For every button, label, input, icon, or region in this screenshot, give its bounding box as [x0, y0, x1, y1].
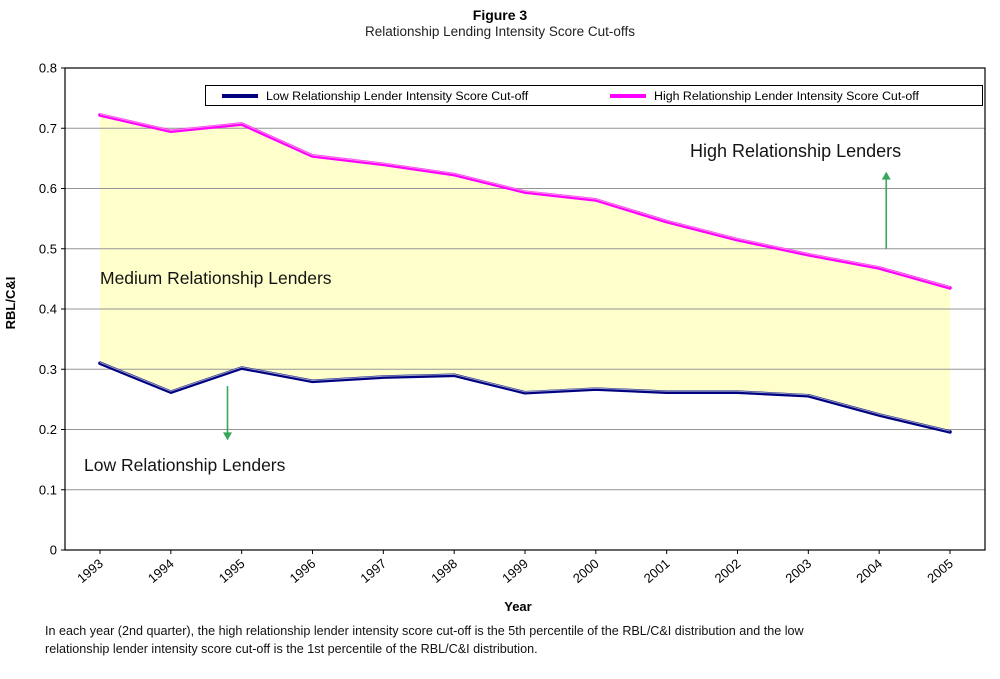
legend-swatch-low-series: [222, 93, 258, 98]
x-tick-label: 2003: [782, 556, 814, 586]
y-tick-label: 0.4: [39, 302, 57, 317]
legend-label-low-series: Low Relationship Lender Intensity Score …: [266, 88, 529, 103]
x-axis-title: Year: [504, 599, 531, 614]
y-tick-label: 0.7: [39, 121, 57, 136]
y-tick-label: 0.6: [39, 181, 57, 196]
figure-title: Figure 3: [472, 7, 528, 23]
high-cutoff-line: [98, 113, 952, 290]
legend: Low Relationship Lender Intensity Score …: [205, 85, 983, 106]
high-cutoff-line-highlight: [99, 113, 951, 288]
legend-swatch-high-series: [610, 93, 646, 98]
x-tick-label: 2002: [712, 556, 744, 586]
x-tick-label: 1996: [287, 556, 319, 586]
low-cutoff-line: [98, 361, 952, 434]
x-tick-label: 2004: [853, 556, 885, 586]
annotation-high-relationship-lenders: High Relationship Lenders: [690, 141, 902, 161]
y-axis-title: RBL/C&I: [3, 277, 18, 330]
high-arrow-head: [881, 171, 891, 180]
legend-item-high: High Relationship Lender Intensity Score…: [594, 89, 982, 103]
x-tick-label: 1993: [74, 556, 106, 586]
x-tick-label: 1994: [145, 556, 177, 586]
x-tick-label: 1997: [357, 556, 389, 586]
y-tick-label: 0.5: [39, 241, 57, 256]
y-tick-label: 0.3: [39, 362, 57, 377]
low-arrow-head: [223, 432, 232, 441]
x-tick-label: 1999: [499, 556, 531, 586]
y-tick-label: 0.8: [39, 61, 57, 76]
chart-plot-area: 0 0.1 0.2 0.3 0.4 0.5 0.6 0.7 0.8 1993 1994 1995 199…: [39, 61, 986, 586]
x-tick-label: 1995: [216, 556, 248, 586]
medium-lenders-band: [100, 114, 950, 432]
footnote-line-1: In each year (2nd quarter), the high rel…: [45, 624, 804, 638]
annotation-low-relationship-lenders: Low Relationship Lenders: [84, 455, 286, 475]
footnote-line-2: relationship lender intensity score cut-…: [45, 642, 538, 657]
x-tick-label: 2005: [924, 556, 956, 586]
y-tick-label: 0.1: [39, 482, 57, 497]
legend-item-low: Low Relationship Lender Intensity Score …: [206, 89, 594, 103]
low-cutoff-line-highlight: [99, 361, 951, 432]
chart-svg: 0 0.1 0.2 0.3 0.4 0.5 0.6 0.7 0.8 1993 1994 1995 199…: [3, 61, 986, 614]
x-tick-label: 1998: [428, 556, 460, 586]
y-tick-label: 0.2: [39, 422, 57, 437]
legend-label-high-series: High Relationship Lender Intensity Score…: [654, 88, 919, 103]
footnote: In each year (2nd quarter), the high rel…: [45, 622, 804, 659]
figure-subtitle: Relationship Lending Intensity Score Cut…: [365, 24, 635, 39]
annotation-medium-relationship-lenders: Medium Relationship Lenders: [100, 268, 332, 288]
x-tick-label: 2000: [570, 556, 602, 586]
x-tick-label: 2001: [641, 556, 673, 586]
y-tick-label: 0: [50, 543, 57, 558]
